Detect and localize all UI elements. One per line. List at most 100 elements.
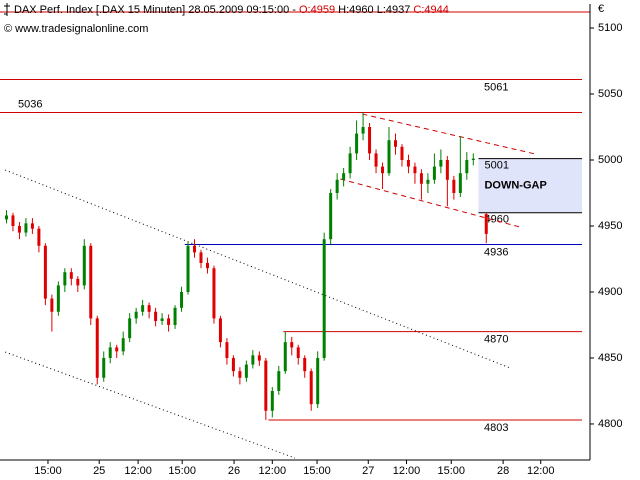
candle-body: [154, 311, 158, 322]
y-tick-label: 5000: [598, 154, 622, 166]
candle-body: [471, 158, 475, 161]
x-tick-label: 25: [93, 465, 105, 477]
candle-body: [141, 305, 145, 312]
candle-body: [303, 357, 307, 372]
candle-body: [270, 390, 274, 411]
candle-body: [128, 318, 132, 339]
candle-body: [322, 239, 326, 358]
low-label: L:4937: [377, 4, 411, 16]
candle-body: [167, 318, 171, 325]
candle-body: [264, 360, 268, 411]
candle-body: [413, 166, 417, 174]
candle-body: [484, 214, 488, 234]
level-label: 4870: [484, 333, 508, 345]
candle-body: [69, 272, 73, 279]
y-tick-label: 4900: [598, 286, 622, 298]
candle-body: [374, 153, 378, 167]
candle-body: [17, 225, 21, 233]
x-tick-label: 12:00: [259, 465, 287, 477]
gap-bottom-label: 4960: [484, 214, 508, 226]
candle-body: [193, 245, 197, 253]
candle-body: [244, 364, 248, 378]
candle-body: [400, 146, 404, 161]
y-tick-label: 5100: [598, 22, 622, 34]
x-tick-label: 26: [228, 465, 240, 477]
x-tick-label: 15:00: [437, 465, 465, 477]
candle-body: [102, 357, 106, 378]
candle-body: [186, 245, 190, 292]
x-tick-label: 15:00: [34, 465, 62, 477]
candle-body: [199, 252, 203, 263]
candle-body: [24, 223, 28, 233]
candle-body: [173, 307, 177, 325]
gap-top-label: 5001: [484, 160, 508, 172]
candle-body: [283, 342, 287, 372]
currency: €: [598, 3, 604, 15]
separator: -: [292, 4, 296, 16]
candle-body: [368, 127, 372, 154]
candle-body: [160, 318, 164, 322]
candle-body: [381, 166, 385, 174]
candle-body: [11, 215, 15, 226]
candle-body: [452, 179, 456, 193]
instrument: DAX Perf. Index [.DAX 15 Minuten]: [14, 4, 185, 16]
candle-body: [76, 278, 80, 286]
candle-body: [218, 318, 222, 343]
source: © www.tradesignalonline.com: [4, 23, 148, 35]
time: 28.05.2009 09:15:00: [188, 4, 289, 16]
x-tick-label: 12:00: [527, 465, 555, 477]
candle-body: [296, 347, 300, 358]
candle-body: [251, 355, 255, 365]
candle-body: [355, 133, 359, 154]
close-label: C:4944: [413, 4, 448, 16]
candle-body: [50, 298, 54, 312]
y-tick-label: 4950: [598, 220, 622, 232]
candle-body: [348, 153, 352, 174]
x-tick-label: 28: [497, 465, 509, 477]
candle-body: [290, 342, 294, 348]
candle-body: [121, 338, 125, 352]
x-tick-label: 15:00: [168, 465, 196, 477]
candle-body: [309, 371, 313, 405]
trendline: [340, 178, 521, 228]
x-tick-label: 27: [362, 465, 374, 477]
candle-body: [439, 160, 443, 167]
candle-body: [277, 371, 281, 391]
y-tick-label: 4850: [598, 352, 622, 364]
candle-body: [115, 347, 119, 352]
y-tick-label: 5050: [598, 88, 622, 100]
candle-body: [329, 192, 333, 240]
candle-body: [432, 166, 436, 180]
candle-body: [257, 355, 261, 361]
candle-body: [445, 160, 449, 180]
candle-body: [30, 223, 34, 229]
candle-body: [108, 347, 112, 358]
candle-body: [458, 173, 462, 193]
candle-body: [316, 357, 320, 405]
x-tick-label: 12:00: [393, 465, 421, 477]
candle-body: [205, 262, 209, 269]
candle-body: [361, 127, 365, 134]
gap-label: DOWN-GAP: [484, 180, 546, 192]
trendline: [5, 169, 511, 369]
candle-body: [419, 173, 423, 184]
level-label: 5036: [18, 98, 42, 110]
candle-body: [387, 140, 391, 174]
level-label: 4936: [484, 246, 508, 258]
candle-body: [89, 245, 93, 319]
candle-body: [95, 318, 99, 378]
candle-body: [335, 179, 339, 193]
candle-body: [37, 228, 41, 246]
chart-title: DAX Perf. Index [.DAX 15 Minuten] 28.05.…: [14, 4, 449, 16]
trendline: [362, 113, 536, 155]
x-tick-label: 12:00: [124, 465, 152, 477]
candle-body: [147, 305, 151, 312]
level-label: 4803: [484, 422, 508, 434]
high-label: H:4960: [338, 4, 373, 16]
candle-body: [231, 357, 235, 372]
candle-body: [342, 173, 346, 180]
candle-body: [393, 140, 397, 147]
candle-body: [43, 245, 47, 299]
candle-body: [225, 342, 229, 358]
